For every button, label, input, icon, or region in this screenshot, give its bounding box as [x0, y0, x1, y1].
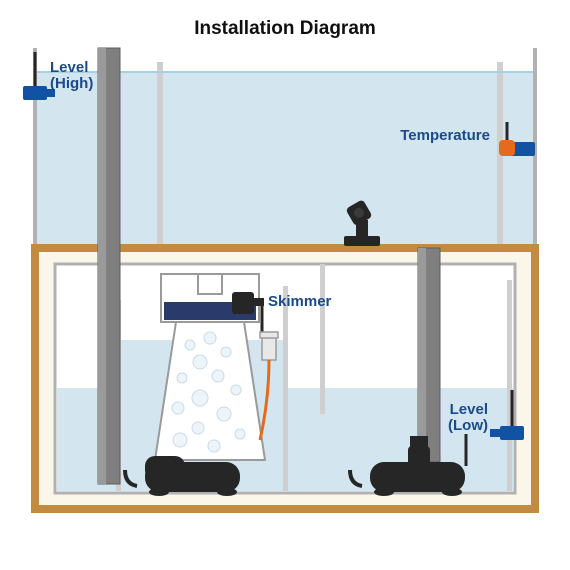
svg-text:(Low): (Low) [448, 417, 488, 434]
svg-text:(High): (High) [50, 75, 93, 92]
label-level-high: Level (High) [50, 59, 93, 92]
label-level-low: Level (Low) [448, 401, 488, 434]
overflow-pipe-left [98, 48, 120, 484]
label-skimmer: Skimmer [268, 293, 332, 310]
svg-text:Level: Level [50, 59, 88, 76]
return-pipe-right [418, 248, 440, 462]
label-temperature: Temperature [400, 127, 490, 144]
svg-text:Level: Level [450, 401, 488, 418]
diagram-title: Installation Diagram [194, 18, 376, 39]
installation-diagram: Installation Diagram [0, 0, 570, 570]
